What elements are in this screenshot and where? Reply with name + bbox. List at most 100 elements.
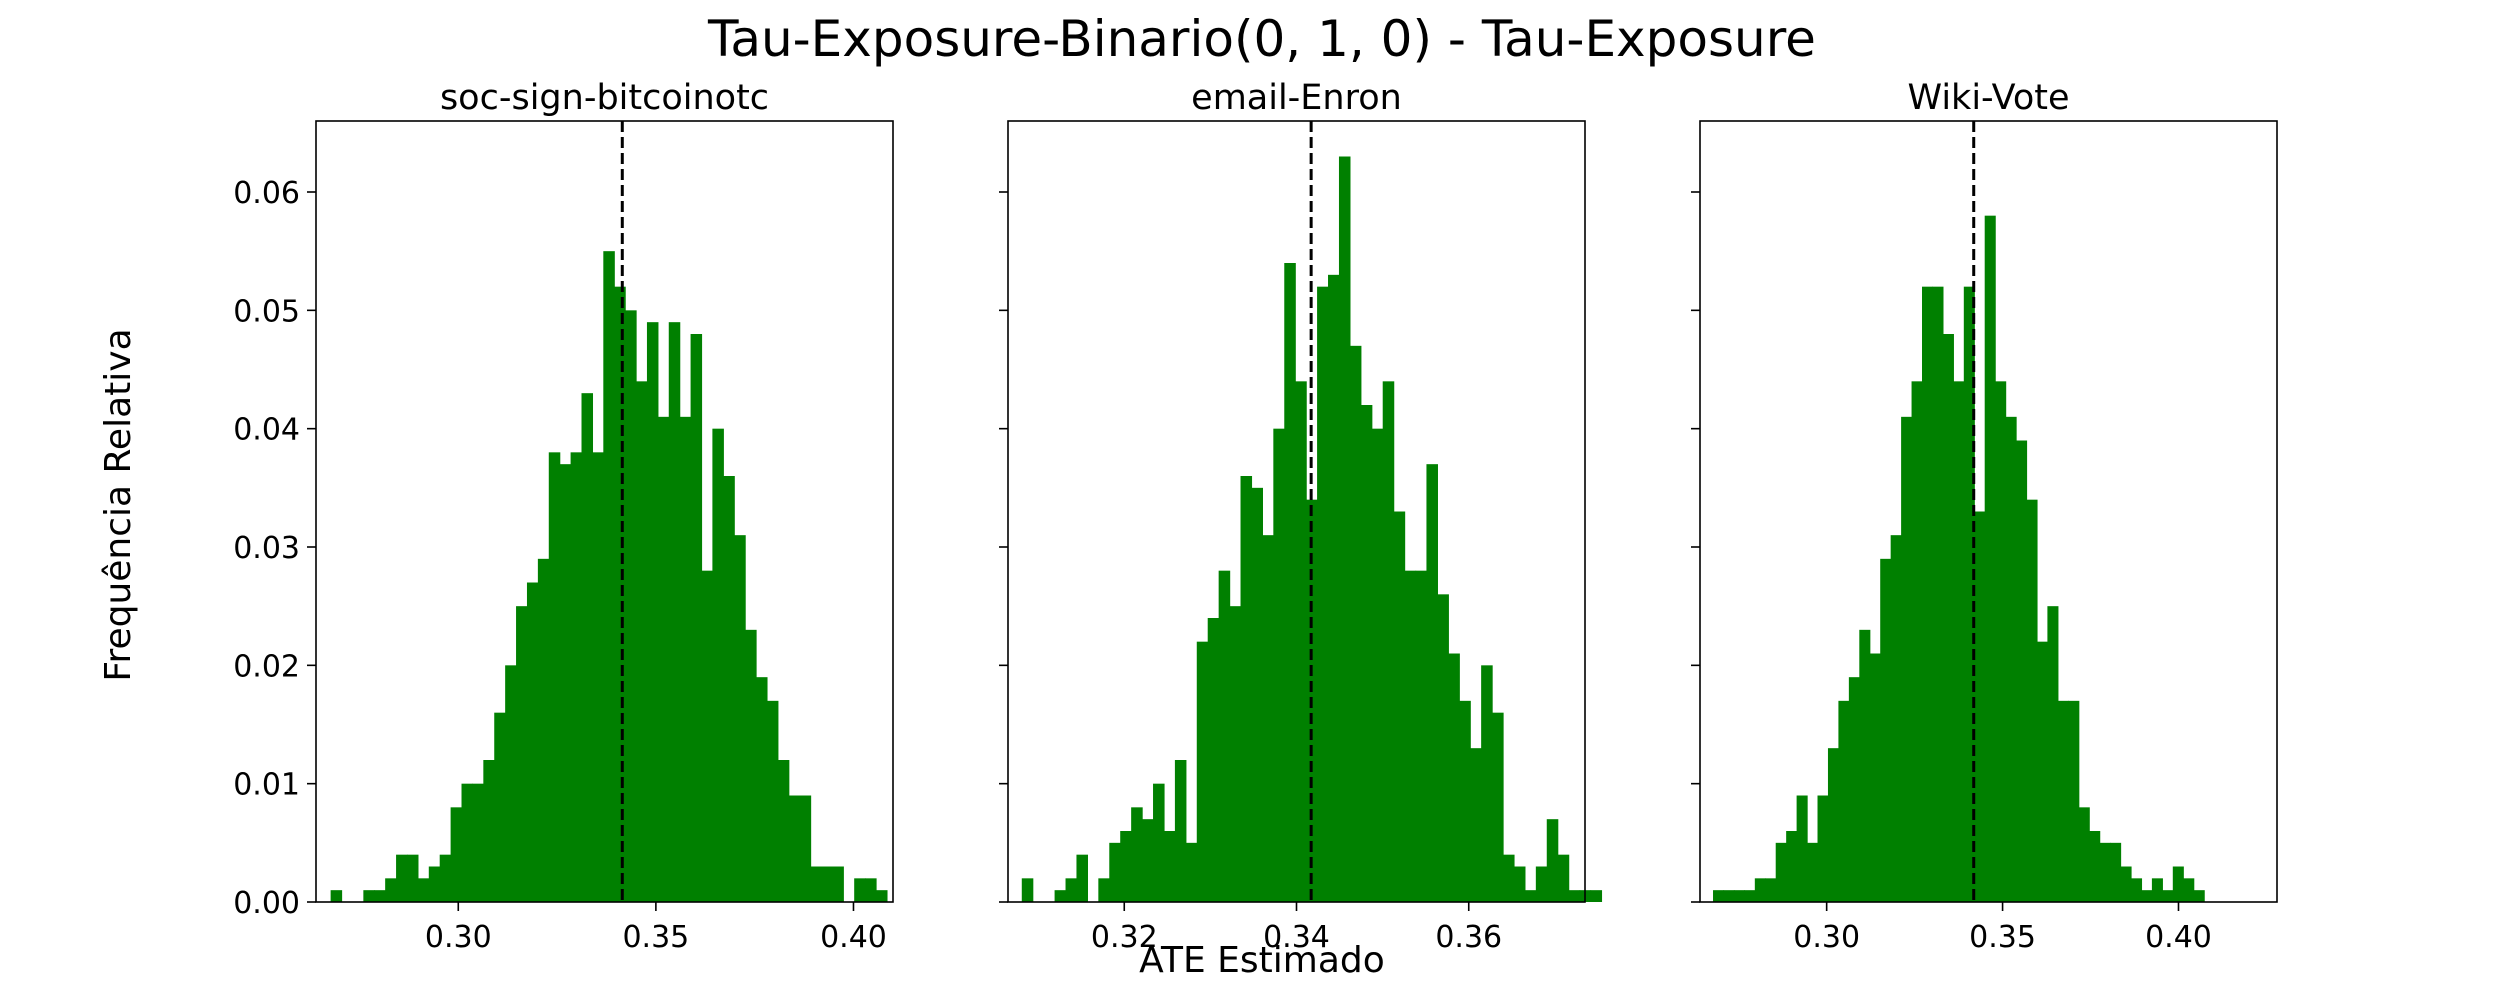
histogram-bar	[854, 878, 866, 902]
histogram-bar	[526, 582, 539, 902]
histogram-bar	[1775, 842, 1787, 902]
histogram-bar	[1185, 842, 1198, 902]
histogram-bar	[756, 677, 768, 902]
histogram-bar	[1120, 831, 1132, 902]
histogram-bar	[1153, 783, 1165, 902]
histogram-bars	[1713, 215, 2205, 903]
histogram-bar	[1459, 700, 1471, 902]
histogram-bar	[505, 665, 517, 902]
histogram-bar	[1848, 677, 1860, 902]
histogram-bar	[1492, 712, 1504, 902]
histogram-bar	[2141, 890, 2153, 902]
histogram-bar	[1838, 700, 1850, 902]
histogram-bar	[2068, 700, 2080, 902]
histogram-bar	[766, 700, 779, 902]
histogram-bar	[450, 807, 463, 902]
x-tick-label: 0.34	[1263, 920, 1330, 955]
x-tick-label: 0.40	[2145, 920, 2212, 955]
histogram-bar	[1765, 878, 1777, 902]
histogram-bar	[1163, 831, 1176, 902]
histogram-bar	[1481, 665, 1493, 902]
histogram-bar	[330, 890, 343, 902]
subplot-1: soc-sign-bitcoinotc 0.30 0.35 0.40 0.00 0.01 0…	[233, 78, 894, 955]
histogram-bar	[1021, 878, 1034, 902]
y-tick-label: 0.00	[233, 886, 300, 921]
histogram-bar	[734, 535, 746, 902]
histogram-bar	[548, 452, 561, 902]
histogram-bar	[2026, 499, 2038, 902]
histogram-bar	[1911, 381, 1923, 903]
histogram-bar	[1901, 416, 1913, 902]
histogram-bar	[1338, 156, 1351, 902]
histogram-bar	[483, 760, 495, 902]
histogram-bar	[1859, 629, 1871, 902]
histogram-bar	[1273, 428, 1285, 902]
histogram-bar	[1953, 381, 1965, 903]
subplots: soc-sign-bitcoinotc 0.30 0.35 0.40 0.00 0.01 0…	[233, 78, 2278, 955]
histogram-bar	[2130, 878, 2143, 902]
histogram-bar	[2193, 890, 2205, 902]
histogram-bar	[1535, 866, 1548, 902]
x-tick-label: 0.40	[820, 920, 887, 955]
histogram-bar	[2172, 866, 2184, 902]
histogram-bar	[2110, 842, 2122, 902]
histogram-bar	[581, 393, 594, 902]
histogram-bar	[1262, 535, 1274, 902]
histogram-bar	[385, 878, 397, 902]
histogram-bar	[1229, 606, 1242, 902]
histogram-bar	[1437, 594, 1449, 902]
histogram-bar	[1251, 487, 1263, 902]
histogram-bar	[657, 416, 670, 902]
subplot-title: Wiki-Vote	[1907, 78, 2069, 118]
histogram-bar	[1328, 274, 1340, 903]
histogram-bar	[428, 866, 441, 902]
histogram-bar	[559, 464, 572, 902]
histogram-bar	[494, 712, 506, 902]
histogram-bar	[2089, 831, 2101, 902]
x-axis-label: ATE Estimado	[1139, 940, 1385, 981]
histogram-bar	[1404, 570, 1417, 902]
histogram-bar	[1754, 878, 1766, 902]
histogram-bar	[1360, 405, 1373, 902]
histogram-bar	[1142, 819, 1154, 902]
subplot-title: email-Enron	[1191, 78, 1402, 118]
histogram-bar	[417, 878, 430, 902]
histogram-bar	[788, 795, 801, 902]
histogram-bar	[1995, 381, 2007, 903]
histogram-bar	[570, 452, 583, 902]
histogram-bar	[668, 322, 681, 902]
subplot-3: Wiki-Vote 0.30 0.35 0.40	[1691, 78, 2278, 955]
histogram-bar	[1349, 345, 1362, 903]
histogram-bar	[1974, 511, 1986, 902]
histogram-bar	[603, 251, 615, 903]
histogram-bar	[537, 558, 550, 902]
histogram-bar	[1065, 878, 1078, 902]
x-tick-label: 0.32	[1091, 920, 1158, 955]
histogram-bar	[832, 866, 844, 902]
axes-frame	[315, 120, 894, 903]
histogram-bar	[396, 854, 408, 902]
histogram-bar	[1568, 890, 1581, 902]
histogram-bar	[1557, 854, 1570, 902]
histogram-bar	[745, 629, 757, 902]
x-tick-label: 0.35	[1969, 920, 2036, 955]
histogram-bar	[1744, 890, 1756, 902]
histogram-bars	[330, 251, 888, 903]
axes-frame	[1699, 120, 2278, 903]
histogram-bar	[2162, 890, 2174, 902]
histogram-bar	[821, 866, 833, 902]
histogram-bar	[1786, 831, 1798, 902]
histogram-bar	[2005, 416, 2017, 902]
histogram-bar	[374, 890, 386, 902]
histogram-bar	[1817, 795, 1829, 902]
histogram-bar	[876, 890, 888, 902]
subplot-2: email-Enron 0.32 0.34 0.36	[999, 78, 1603, 955]
histogram-bar	[701, 570, 713, 902]
histogram-bar	[1393, 511, 1406, 902]
histogram-bar	[2047, 606, 2059, 902]
histogram-bar	[810, 866, 823, 902]
histogram-bar	[2120, 866, 2132, 902]
y-tick-label: 0.04	[233, 413, 300, 448]
histogram-bar	[2099, 842, 2111, 902]
